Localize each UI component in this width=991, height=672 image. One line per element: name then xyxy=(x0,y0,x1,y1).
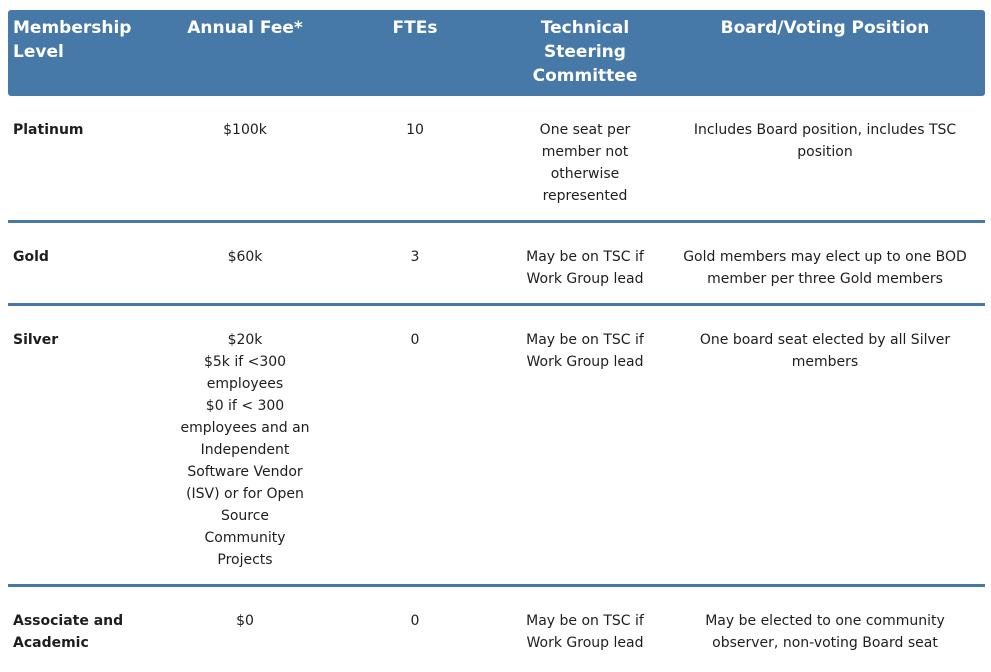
ftes-cell: 10 xyxy=(406,122,424,138)
board-voting-cell: Gold members may elect up to one BOD mem… xyxy=(683,249,967,287)
annual-fee-cell: $60k xyxy=(227,249,263,265)
table-row-platinum: Platinum $100k 10 One seat per member no… xyxy=(8,96,985,220)
tsc-cell: May be on TSC if Work Group lead xyxy=(526,613,644,651)
table-row-silver: Silver $20k $5k if <300 employees $0 if … xyxy=(8,303,985,584)
membership-level-cell: Gold xyxy=(13,249,49,265)
table-row-gold: Gold $60k 3 May be on TSC if Work Group … xyxy=(8,220,985,303)
membership-table: Membership Level Annual Fee* FTEs Techni… xyxy=(8,10,985,667)
ftes-header: FTEs xyxy=(392,18,438,38)
tsc-cell: One seat per member not otherwise repres… xyxy=(539,122,631,204)
ftes-cell: 0 xyxy=(410,332,420,348)
board-voting-cell: Includes Board position, includes TSC po… xyxy=(693,122,957,160)
ftes-cell: 3 xyxy=(410,249,420,265)
board-voting-header: Board/Voting Position xyxy=(720,18,930,38)
tsc-header: Technical Steering Committee xyxy=(532,18,638,86)
table-row-associate-academic: Associate and Academic $0 0 May be on TS… xyxy=(8,584,985,667)
membership-level-header: Membership Level xyxy=(13,18,132,62)
membership-level-cell: Platinum xyxy=(13,122,84,138)
tsc-cell: May be on TSC if Work Group lead xyxy=(526,249,644,287)
membership-level-cell: Associate and Academic xyxy=(13,613,124,651)
annual-fee-header: Annual Fee* xyxy=(187,18,303,38)
annual-fee-cell: $20k $5k if <300 employees $0 if < 300 e… xyxy=(180,332,310,568)
annual-fee-cell: $100k xyxy=(223,122,267,138)
ftes-cell: 0 xyxy=(410,613,420,629)
table-header-row: Membership Level Annual Fee* FTEs Techni… xyxy=(8,10,985,96)
membership-level-cell: Silver xyxy=(13,332,59,348)
board-voting-cell: One board seat elected by all Silver mem… xyxy=(699,332,951,370)
tsc-cell: May be on TSC if Work Group lead xyxy=(526,332,644,370)
annual-fee-cell: $0 xyxy=(236,613,254,629)
board-voting-cell: May be elected to one community observer… xyxy=(705,613,945,651)
